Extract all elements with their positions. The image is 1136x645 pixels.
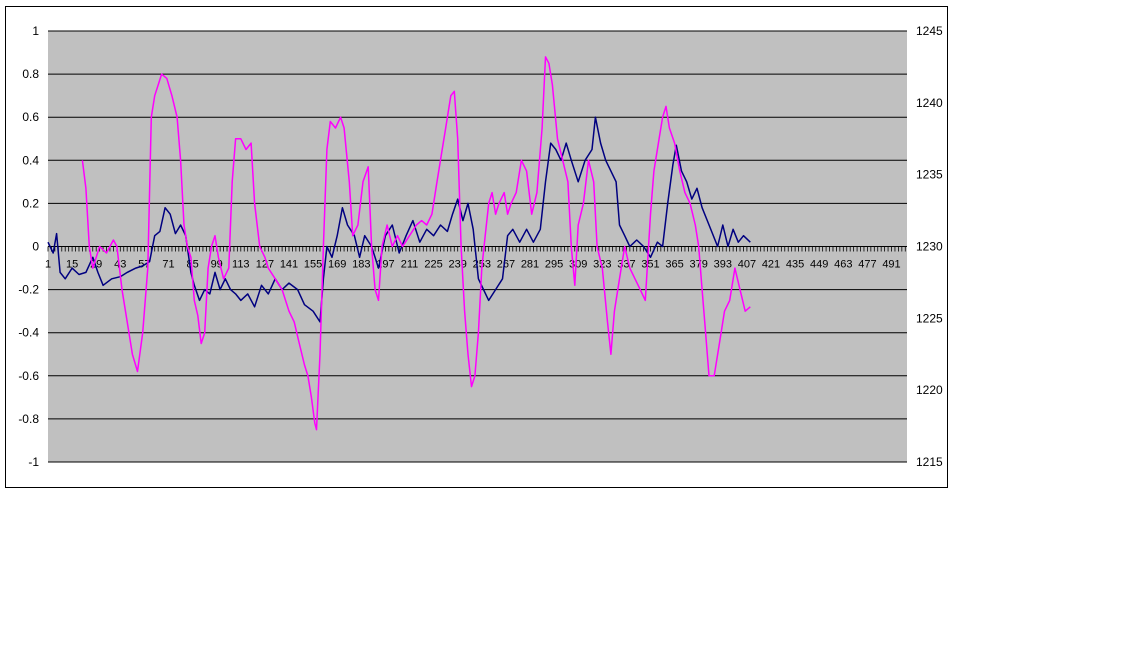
y-right-tick-label: 1215	[916, 455, 943, 469]
series-layer	[47, 56, 751, 431]
x-tick-label: 155	[304, 259, 322, 271]
y-left-tick-label: -0.4	[18, 326, 39, 340]
x-tick-label: 113	[232, 259, 250, 271]
x-tick-label: 281	[521, 259, 539, 271]
x-tick-label: 379	[690, 259, 708, 271]
y-left-tick-label: 1	[32, 24, 39, 38]
x-tick-label: 267	[497, 259, 515, 271]
x-tick-label: 141	[280, 259, 298, 271]
x-tick-label: 463	[834, 259, 852, 271]
x-tick-label: 351	[641, 259, 659, 271]
x-tick-label: 211	[401, 259, 419, 271]
x-tick-label: 309	[569, 259, 587, 271]
y-left-tick-label: 0.8	[22, 67, 39, 81]
x-tick-label: 323	[593, 259, 611, 271]
y-right-tick-label: 1240	[916, 96, 943, 110]
y-right-tick-label: 1235	[916, 168, 943, 182]
x-axis: 1 15 29 43 57 71 85 99 113 127 141 155 169 183 197 211 2…	[45, 246, 907, 271]
x-tick-label: 127	[256, 259, 274, 271]
left-axis-ticks: 1 0.8 0.6 0.4 0.2 0 -0.2 -0.4 -0.6 -0.8 -1	[18, 24, 39, 469]
y-left-tick-label: -1	[28, 455, 39, 469]
y-left-tick-label: -0.6	[18, 369, 39, 383]
x-tick-label: 393	[714, 259, 732, 271]
series-line-magenta	[81, 56, 751, 431]
y-right-tick-label: 1245	[916, 24, 943, 38]
y-right-tick-label: 1230	[916, 240, 943, 254]
x-tick-label: 435	[786, 259, 804, 271]
x-tick-label: 169	[328, 259, 346, 271]
x-tick-label: 183	[352, 259, 370, 271]
x-tick-label: 1	[45, 259, 51, 271]
x-tick-label: 239	[449, 259, 467, 271]
x-tick-label: 295	[545, 259, 563, 271]
y-left-tick-label: 0.2	[22, 196, 39, 210]
x-tick-label: 43	[114, 259, 126, 271]
right-axis-ticks: 1245 1240 1235 1230 1225 1220 1215	[916, 24, 943, 469]
x-tick-label: 225	[424, 259, 442, 271]
x-tick-label: 491	[882, 259, 900, 271]
x-tick-label: 15	[66, 259, 78, 271]
x-tick-label: 407	[738, 259, 756, 271]
x-tick-label: 337	[617, 259, 635, 271]
x-tick-label: 449	[810, 259, 828, 271]
x-tick-label: 421	[762, 259, 780, 271]
y-left-tick-label: -0.8	[18, 412, 39, 426]
y-left-tick-label: -0.2	[18, 283, 39, 297]
y-left-tick-label: 0	[32, 240, 39, 254]
y-left-tick-label: 0.6	[22, 110, 39, 124]
x-tick-label: 365	[665, 259, 683, 271]
x-tick-label: 71	[162, 259, 174, 271]
x-tick-label: 477	[858, 259, 876, 271]
y-right-tick-label: 1225	[916, 311, 943, 325]
y-right-tick-label: 1220	[916, 383, 943, 397]
series-line-navy	[47, 116, 751, 323]
x-tick-label: 85	[186, 259, 198, 271]
y-left-tick-label: 0.4	[22, 153, 39, 167]
